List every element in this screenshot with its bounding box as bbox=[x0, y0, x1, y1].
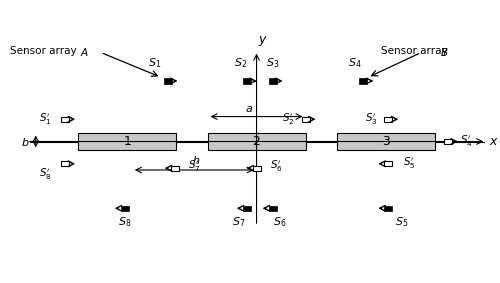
Bar bbox=[61, 161, 69, 166]
Text: $S_4$: $S_4$ bbox=[348, 57, 362, 70]
Bar bbox=[208, 133, 306, 150]
Bar bbox=[78, 133, 176, 150]
Text: $S_8$: $S_8$ bbox=[118, 215, 132, 229]
Text: $x$: $x$ bbox=[489, 135, 499, 148]
Text: $S_3$: $S_3$ bbox=[266, 57, 279, 70]
Text: $S_2$: $S_2$ bbox=[234, 57, 247, 70]
Text: $A$: $A$ bbox=[80, 46, 89, 58]
Text: $S_2'$: $S_2'$ bbox=[282, 112, 294, 127]
Bar bbox=[242, 78, 251, 84]
Bar bbox=[268, 78, 276, 84]
Text: $S_7'$: $S_7'$ bbox=[188, 159, 200, 174]
Text: $a$: $a$ bbox=[246, 104, 254, 114]
Text: 3: 3 bbox=[382, 135, 390, 148]
Bar bbox=[252, 166, 260, 171]
Text: $S_7$: $S_7$ bbox=[232, 215, 245, 229]
Bar bbox=[336, 133, 434, 150]
Text: 2: 2 bbox=[252, 135, 260, 148]
Bar bbox=[384, 206, 392, 211]
Text: $y$: $y$ bbox=[258, 34, 268, 48]
Text: $S_4'$: $S_4'$ bbox=[460, 134, 472, 149]
Text: $S_8'$: $S_8'$ bbox=[39, 166, 52, 182]
Bar bbox=[444, 139, 452, 144]
Bar bbox=[384, 117, 392, 122]
Bar bbox=[242, 206, 251, 211]
Text: $S_1'$: $S_1'$ bbox=[39, 112, 52, 127]
Text: Sensor array: Sensor array bbox=[10, 46, 80, 56]
Bar bbox=[360, 78, 368, 84]
Bar bbox=[302, 117, 310, 122]
Bar bbox=[164, 78, 172, 84]
Text: $h$: $h$ bbox=[192, 155, 200, 166]
Text: $S_3'$: $S_3'$ bbox=[365, 112, 378, 127]
Bar bbox=[268, 206, 276, 211]
Text: $b$: $b$ bbox=[21, 136, 29, 147]
Text: 1: 1 bbox=[124, 135, 132, 148]
Text: $S_5'$: $S_5'$ bbox=[404, 156, 416, 171]
Text: Sensor array: Sensor array bbox=[381, 46, 451, 56]
Text: $S_1$: $S_1$ bbox=[148, 57, 161, 70]
Text: $S_5$: $S_5$ bbox=[395, 215, 408, 229]
Bar bbox=[384, 161, 392, 166]
Bar bbox=[170, 166, 178, 171]
Text: $B$: $B$ bbox=[440, 46, 448, 58]
Text: $S_6'$: $S_6'$ bbox=[270, 159, 282, 174]
Bar bbox=[121, 206, 129, 211]
Bar bbox=[61, 117, 69, 122]
Text: $S_6$: $S_6$ bbox=[273, 215, 286, 229]
